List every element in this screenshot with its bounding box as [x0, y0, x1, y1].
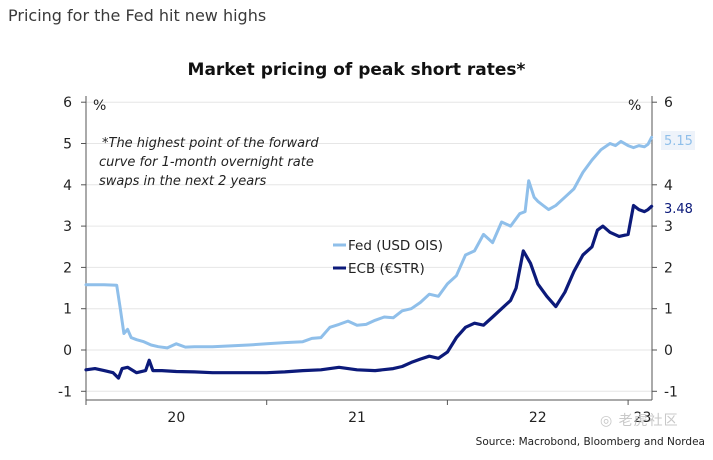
headline: Pricing for the Fed hit new highs: [8, 6, 267, 25]
chart-title: Market pricing of peak short rates*: [187, 60, 526, 80]
series-line-fed: [84, 135, 654, 350]
source-note: Source: Macrobond, Bloomberg and Nordea: [475, 436, 705, 448]
y-tick-label-right: 1: [664, 302, 673, 318]
y-tick-label-left: 0: [63, 343, 72, 359]
x-axis: 20 21 22 23: [85, 400, 652, 426]
y-tick-label-left: 5: [63, 137, 72, 153]
y-axis-right: -1 0 1 2 3 4 6: [652, 95, 678, 400]
end-label-fed: 5.15: [664, 134, 693, 149]
end-labels: 5.15 3.48: [661, 131, 695, 217]
x-tick-label: 21: [348, 410, 366, 426]
y-tick-label-right: 6: [664, 95, 673, 111]
y-tick-label-left: -1: [58, 384, 72, 400]
annotation: *The highest point of the forward curve …: [99, 136, 319, 189]
series-line-ecb: [84, 203, 654, 380]
series-lines: [84, 135, 654, 380]
y-tick-label-left: 2: [63, 260, 72, 276]
legend: Fed (USD OIS) ECB (€STR): [333, 238, 443, 277]
x-tick-label: 23: [634, 410, 652, 426]
y-tick-label-left: 1: [63, 302, 72, 318]
x-tick-label: 20: [167, 410, 185, 426]
annotation-line: curve for 1-month overnight rate: [99, 155, 314, 170]
y-tick-label-right: 3: [664, 219, 673, 235]
y-tick-label-left: 6: [63, 95, 72, 111]
gridlines: [86, 101, 652, 392]
annotation-line: swaps in the next 2 years: [99, 174, 267, 189]
y-axis-left: -1 0 1 2 3 4 5 6: [58, 95, 86, 400]
end-label-fed-bg: [661, 131, 695, 150]
y-tick-label-right: 0: [664, 343, 673, 359]
y-tick-label-left: 3: [63, 219, 72, 235]
y-unit-left: %: [93, 98, 106, 114]
end-label-ecb: 3.48: [664, 202, 693, 217]
y-tick-label-left: 4: [63, 178, 72, 194]
legend-label-ecb: ECB (€STR): [348, 261, 425, 277]
y-tick-label-right: 2: [664, 260, 673, 276]
axes: [85, 96, 653, 401]
x-tick-label: 22: [529, 410, 547, 426]
watermark: ◎ 老虎社区: [600, 413, 679, 429]
y-tick-label-right: 4: [664, 178, 673, 194]
y-unit-right: %: [628, 98, 641, 114]
legend-label-fed: Fed (USD OIS): [348, 238, 443, 254]
annotation-line: *The highest point of the forward: [102, 136, 319, 151]
y-tick-label-right: -1: [664, 384, 678, 400]
